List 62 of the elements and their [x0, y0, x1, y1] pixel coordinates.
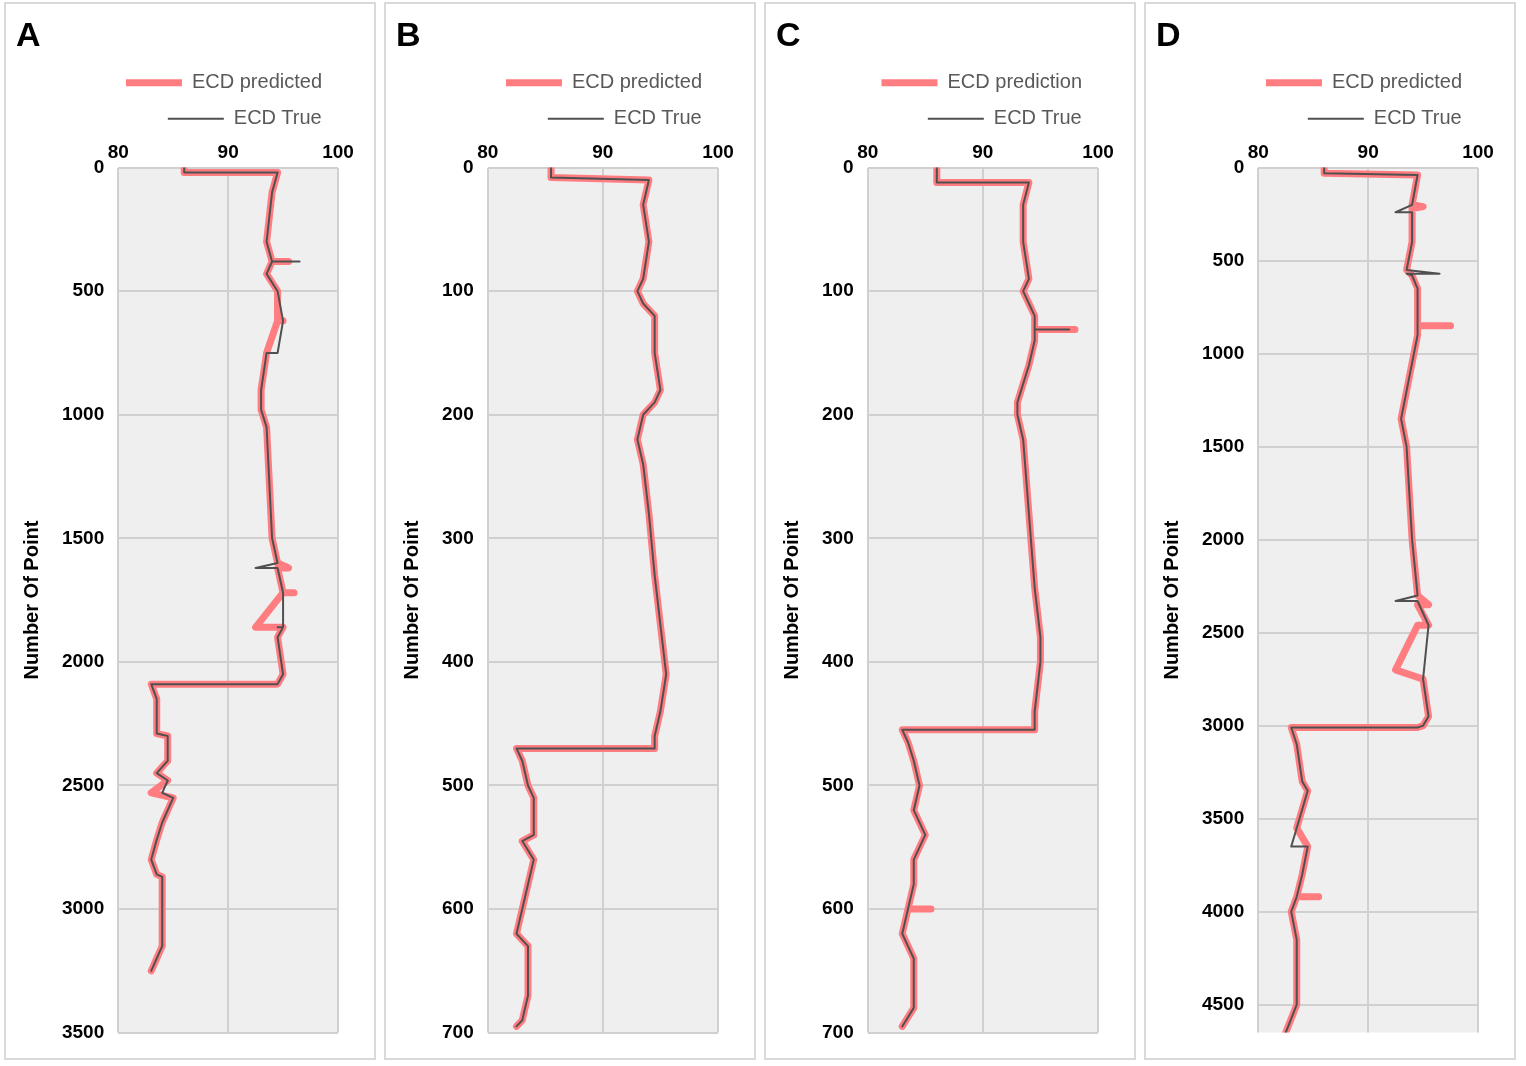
x-tick-label: 80 [477, 141, 499, 163]
y-tick-label: 500 [1212, 248, 1245, 270]
y-tick-label: 600 [442, 897, 474, 919]
y-axis-title: Number Of Point [1159, 520, 1182, 680]
y-tick-label: 600 [822, 897, 854, 919]
y-tick-label: 3500 [61, 1020, 105, 1042]
x-tick-label: 80 [857, 141, 879, 163]
y-tick-label: 100 [822, 279, 854, 301]
legend-label: ECD True [993, 106, 1082, 129]
y-tick-label: 2000 [1201, 527, 1245, 549]
legend-label: ECD predicted [571, 70, 702, 93]
legend-label: ECD True [613, 106, 702, 129]
y-tick-label: 0 [843, 155, 854, 177]
y-tick-label: 200 [442, 402, 474, 424]
y-tick-label: 500 [822, 773, 854, 795]
y-tick-label: 1000 [61, 402, 105, 424]
x-tick-label: 100 [1462, 141, 1494, 163]
x-tick-label: 100 [702, 141, 734, 163]
y-tick-label: 4000 [1201, 899, 1245, 921]
y-tick-label: 0 [463, 155, 474, 177]
x-tick-label: 80 [107, 141, 129, 163]
x-tick-label: 90 [592, 141, 614, 163]
x-tick-label: 90 [1357, 141, 1379, 163]
y-tick-label: 4500 [1201, 992, 1245, 1014]
x-tick-label: 100 [322, 141, 354, 163]
y-tick-label: 500 [72, 279, 105, 301]
y-tick-label: 1500 [1201, 434, 1245, 456]
y-tick-label: 2500 [61, 773, 105, 795]
y-tick-label: 700 [442, 1020, 474, 1042]
legend-label: ECD predicted [1331, 70, 1462, 93]
y-axis-title: Number Of Point [399, 520, 422, 680]
y-axis-title: Number Of Point [19, 520, 42, 680]
y-tick-label: 3000 [61, 897, 105, 919]
y-tick-label: 400 [442, 650, 474, 672]
chart-title: C [776, 14, 801, 53]
y-tick-label: 200 [822, 402, 854, 424]
x-tick-label: 80 [1247, 141, 1269, 163]
y-tick-label: 300 [442, 526, 474, 548]
x-tick-label: 100 [1082, 141, 1114, 163]
y-tick-label: 1500 [61, 526, 105, 548]
y-axis-title: Number Of Point [779, 520, 802, 680]
y-tick-label: 700 [822, 1020, 854, 1042]
y-tick-label: 2000 [61, 650, 105, 672]
y-tick-label: 3000 [1201, 713, 1245, 735]
y-tick-label: 3500 [1201, 806, 1245, 828]
legend-label: ECD predicted [191, 70, 322, 93]
y-tick-label: 400 [822, 650, 854, 672]
y-tick-label: 0 [93, 155, 105, 177]
legend-label: ECD True [233, 106, 322, 129]
y-tick-label: 500 [442, 773, 474, 795]
chart-title: A [16, 14, 41, 53]
y-tick-label: 2500 [1201, 620, 1245, 642]
chart-title: D [1156, 14, 1181, 53]
y-tick-label: 0 [1233, 155, 1245, 177]
chart-title: B [396, 14, 421, 53]
x-tick-label: 90 [972, 141, 994, 163]
y-tick-label: 100 [442, 279, 474, 301]
legend-label: ECD True [1373, 106, 1462, 129]
x-tick-label: 90 [217, 141, 239, 163]
y-tick-label: 1000 [1201, 341, 1245, 363]
legend-label: ECD prediction [947, 70, 1083, 93]
y-tick-label: 300 [822, 526, 854, 548]
